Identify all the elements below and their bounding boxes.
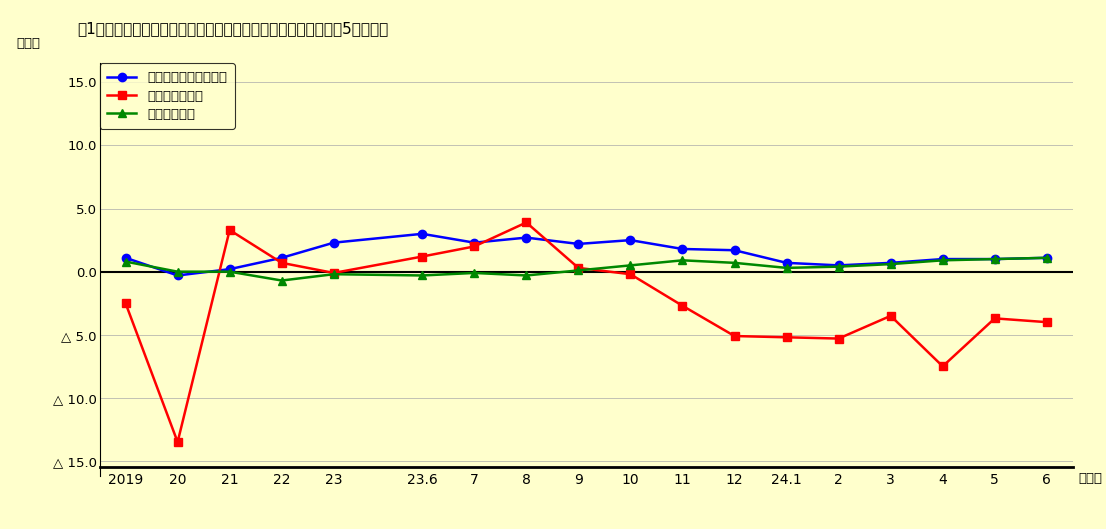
常用雇用指数: [223, 269, 237, 275]
常用雇用指数: [832, 263, 845, 270]
所定外労働時間: [728, 333, 741, 339]
Text: （％）: （％）: [17, 37, 41, 50]
Legend: きまって支給する給与, 所定外労働時間, 常用雇用指数: きまって支給する給与, 所定外労働時間, 常用雇用指数: [100, 63, 234, 129]
常用雇用指数: [171, 269, 185, 275]
きまって支給する給与: [780, 260, 793, 266]
常用雇用指数: [119, 258, 133, 264]
常用雇用指数: [936, 257, 949, 263]
所定外労働時間: [520, 220, 533, 226]
きまって支給する給与: [223, 266, 237, 272]
常用雇用指数: [520, 272, 533, 279]
所定外労働時間: [223, 227, 237, 233]
所定外労働時間: [832, 335, 845, 342]
Line: 所定外労働時間: 所定外労働時間: [122, 218, 1051, 446]
きまって支給する給与: [416, 231, 429, 237]
きまって支給する給与: [327, 240, 341, 246]
Line: きまって支給する給与: きまって支給する給与: [122, 230, 1051, 280]
所定外労働時間: [572, 264, 585, 271]
常用雇用指数: [468, 270, 481, 276]
きまって支給する給与: [119, 254, 133, 261]
Line: 常用雇用指数: 常用雇用指数: [122, 253, 1051, 285]
所定外労働時間: [468, 243, 481, 250]
所定外労働時間: [171, 439, 185, 445]
きまって支給する給与: [520, 234, 533, 241]
きまって支給する給与: [936, 256, 949, 262]
Text: （月）: （月）: [1078, 472, 1102, 485]
所定外労働時間: [884, 313, 897, 319]
きまって支給する給与: [728, 247, 741, 253]
所定外労働時間: [327, 270, 341, 276]
所定外労働時間: [1040, 319, 1053, 325]
常用雇用指数: [1040, 254, 1053, 261]
常用雇用指数: [884, 261, 897, 267]
所定外労働時間: [624, 271, 637, 277]
常用雇用指数: [416, 272, 429, 279]
所定外労働時間: [119, 300, 133, 306]
Text: 図1　対前年比、対前年同月比の推移（調査産業計、事業所規模5人以上）: 図1 対前年比、対前年同月比の推移（調査産業計、事業所規模5人以上）: [77, 21, 388, 36]
きまって支給する給与: [832, 262, 845, 269]
所定外労働時間: [676, 303, 689, 309]
常用雇用指数: [676, 257, 689, 263]
きまって支給する給与: [572, 241, 585, 247]
所定外労働時間: [275, 260, 289, 266]
所定外労働時間: [936, 363, 949, 369]
常用雇用指数: [780, 264, 793, 271]
きまって支給する給与: [468, 240, 481, 246]
きまって支給する給与: [171, 272, 185, 279]
きまって支給する給与: [624, 237, 637, 243]
常用雇用指数: [728, 260, 741, 266]
常用雇用指数: [988, 256, 1001, 262]
所定外労働時間: [780, 334, 793, 341]
常用雇用指数: [327, 271, 341, 277]
きまって支給する給与: [275, 254, 289, 261]
常用雇用指数: [572, 267, 585, 273]
所定外労働時間: [416, 253, 429, 260]
きまって支給する給与: [884, 260, 897, 266]
常用雇用指数: [624, 262, 637, 269]
きまって支給する給与: [1040, 254, 1053, 261]
所定外労働時間: [988, 315, 1001, 322]
常用雇用指数: [275, 277, 289, 284]
きまって支給する給与: [676, 246, 689, 252]
きまって支給する給与: [988, 256, 1001, 262]
